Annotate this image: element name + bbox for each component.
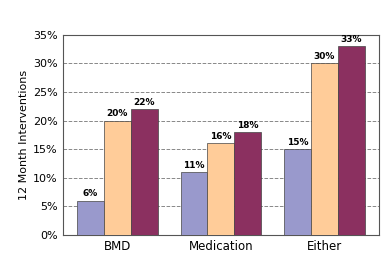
Bar (181, 172, 208, 235)
Bar (77, 201, 104, 235)
Text: 16%: 16% (210, 132, 231, 141)
Bar (104, 120, 131, 235)
Y-axis label: 12 Month Interventions: 12 Month Interventions (19, 70, 29, 200)
Bar (311, 63, 338, 235)
Text: 20%: 20% (107, 109, 128, 118)
Bar (234, 132, 261, 235)
Text: 30%: 30% (314, 52, 335, 61)
Text: 11%: 11% (183, 161, 205, 170)
Bar (284, 149, 311, 235)
Text: 33%: 33% (341, 35, 362, 44)
Bar (208, 143, 234, 235)
Text: 15%: 15% (287, 138, 308, 147)
Bar (338, 46, 365, 235)
Bar (131, 109, 158, 235)
Text: 18%: 18% (237, 121, 258, 130)
Text: 22%: 22% (133, 98, 155, 107)
Text: 6%: 6% (83, 189, 98, 198)
